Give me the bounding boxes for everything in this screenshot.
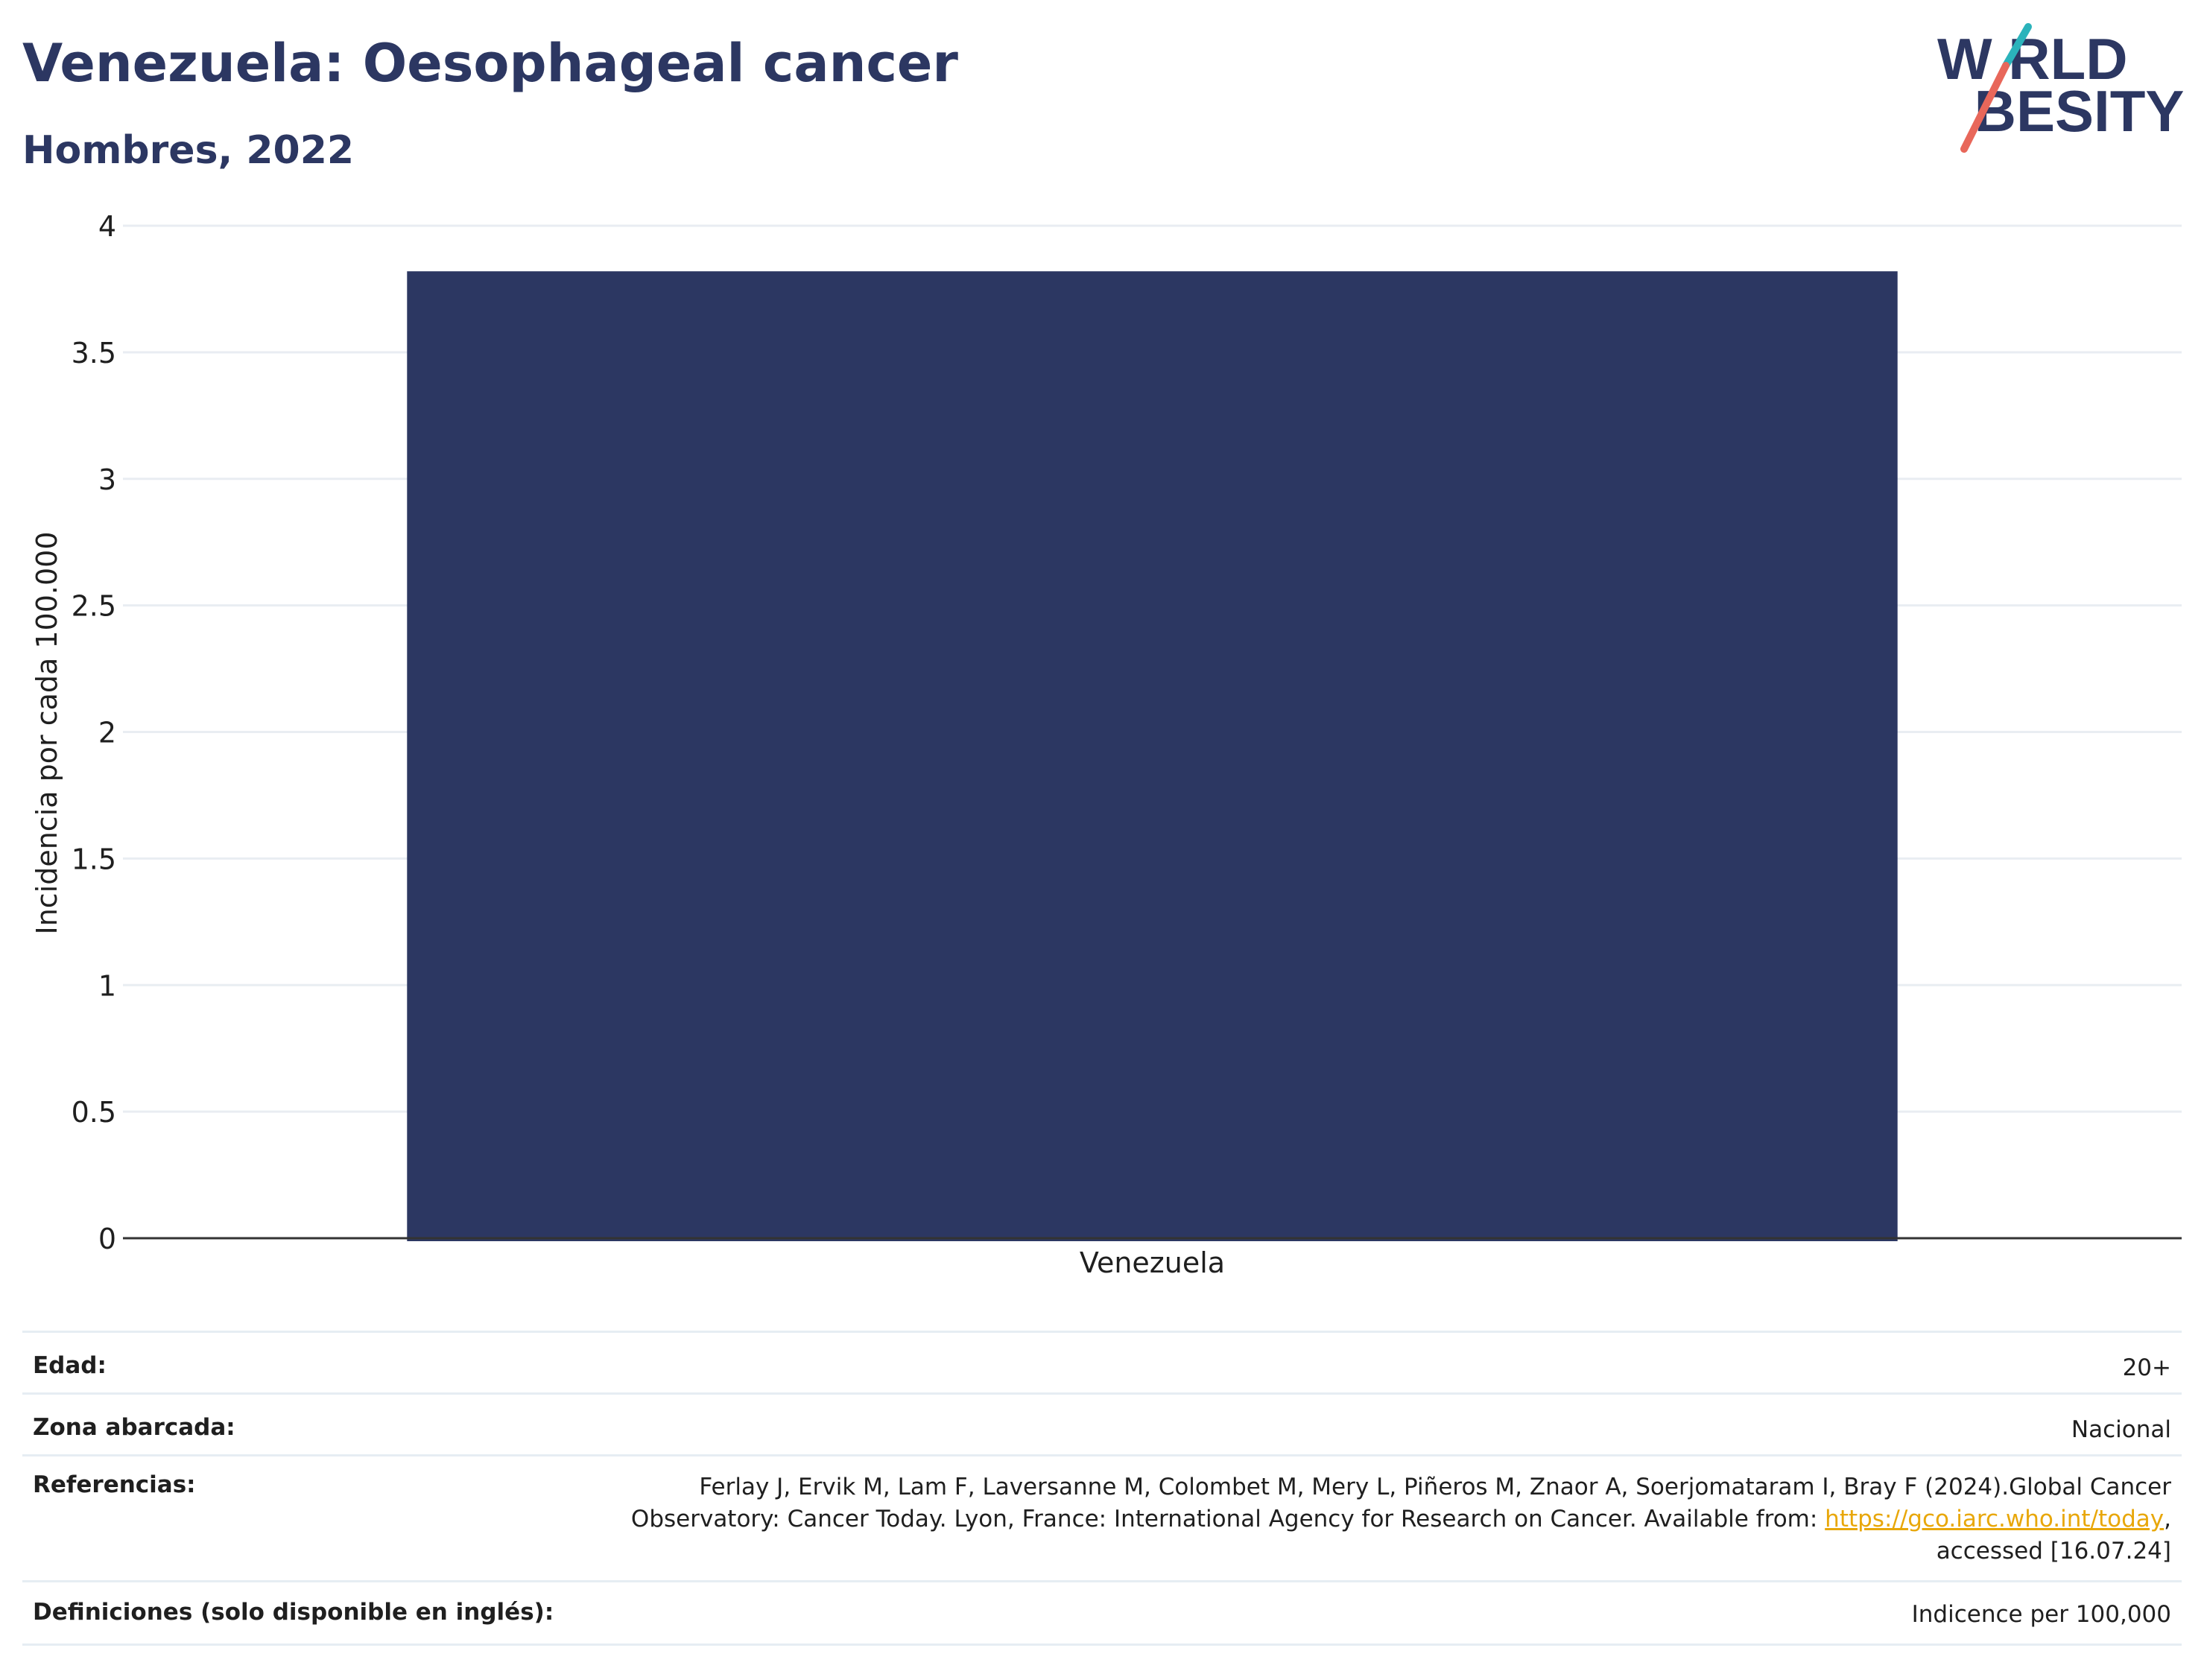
zona-label: Zona abarcada:: [22, 1392, 609, 1456]
logo-line1: W RLD: [1937, 26, 2128, 92]
x-tick-label: Venezuela: [1080, 1246, 1225, 1279]
info-table: Edad: 20+ Zona abarcada: Nacional Refere…: [22, 1331, 2182, 1646]
info-row-definiciones: Definiciones (solo disponible en inglés)…: [22, 1580, 2182, 1646]
info-row-edad: Edad: 20+: [22, 1331, 2182, 1394]
referencias-value: Ferlay J, Ervik M, Lam F, Laversanne M, …: [609, 1454, 2182, 1582]
zona-value: Nacional: [609, 1392, 2182, 1456]
ref-line-2-end: ,: [2164, 1506, 2171, 1532]
edad-label: Edad:: [22, 1331, 609, 1394]
ref-link[interactable]: https://gco.iarc.who.int/today: [1825, 1506, 2165, 1532]
y-axis-label: Incidencia por cada 100.000: [31, 531, 63, 934]
y-tick-label: 3.5: [72, 337, 116, 370]
referencias-label: Referencias:: [22, 1454, 609, 1582]
info-row-referencias: Referencias: Ferlay J, Ervik M, Lam F, L…: [22, 1454, 2182, 1582]
y-tick-label: 2.5: [72, 590, 116, 623]
y-tick-label: 1: [98, 969, 116, 1002]
y-tick-label: 3: [98, 463, 116, 496]
ref-line-2: Observatory: Cancer Today. Lyon, France:…: [620, 1503, 2171, 1535]
logo-slash-coral: [1960, 62, 2010, 153]
bar-chart: 0 0.5 1 1.5 2 2.5 3 3.5 4 Venezuela Incidencia po…: [31, 210, 2182, 1279]
logo-slash-teal: [2002, 23, 2032, 69]
definiciones-label: Definiciones (solo disponible en inglés)…: [22, 1580, 609, 1646]
chart-subtitle: Hombres, 2022: [22, 128, 355, 173]
chart-title: Venezuela: Oesophageal cancer: [22, 33, 958, 94]
world-obesity-logo: W RLD BESITY: [1937, 23, 2184, 153]
definiciones-value: Indicence per 100,000: [609, 1580, 2182, 1646]
ref-line-1: Ferlay J, Ervik M, Lam F, Laversanne M, …: [699, 1474, 2171, 1500]
y-tick-label: 0: [98, 1223, 116, 1255]
y-tick-label: 4: [98, 210, 116, 243]
bar-venezuela[interactable]: [407, 271, 1898, 1241]
axes: 0 0.5 1 1.5 2 2.5 3 3.5 4 Venezuela: [72, 210, 2182, 1279]
bars: [407, 271, 1898, 1241]
y-tick-label: 2: [98, 717, 116, 749]
y-tick-label: 0.5: [72, 1096, 116, 1129]
info-row-zona: Zona abarcada: Nacional: [22, 1392, 2182, 1456]
y-tick-label: 1.5: [72, 843, 116, 875]
ref-line-3: accessed [16.07.24]: [1936, 1538, 2171, 1565]
ref-line-2-text: Observatory: Cancer Today. Lyon, France:…: [630, 1506, 1825, 1532]
edad-value: 20+: [609, 1331, 2182, 1394]
